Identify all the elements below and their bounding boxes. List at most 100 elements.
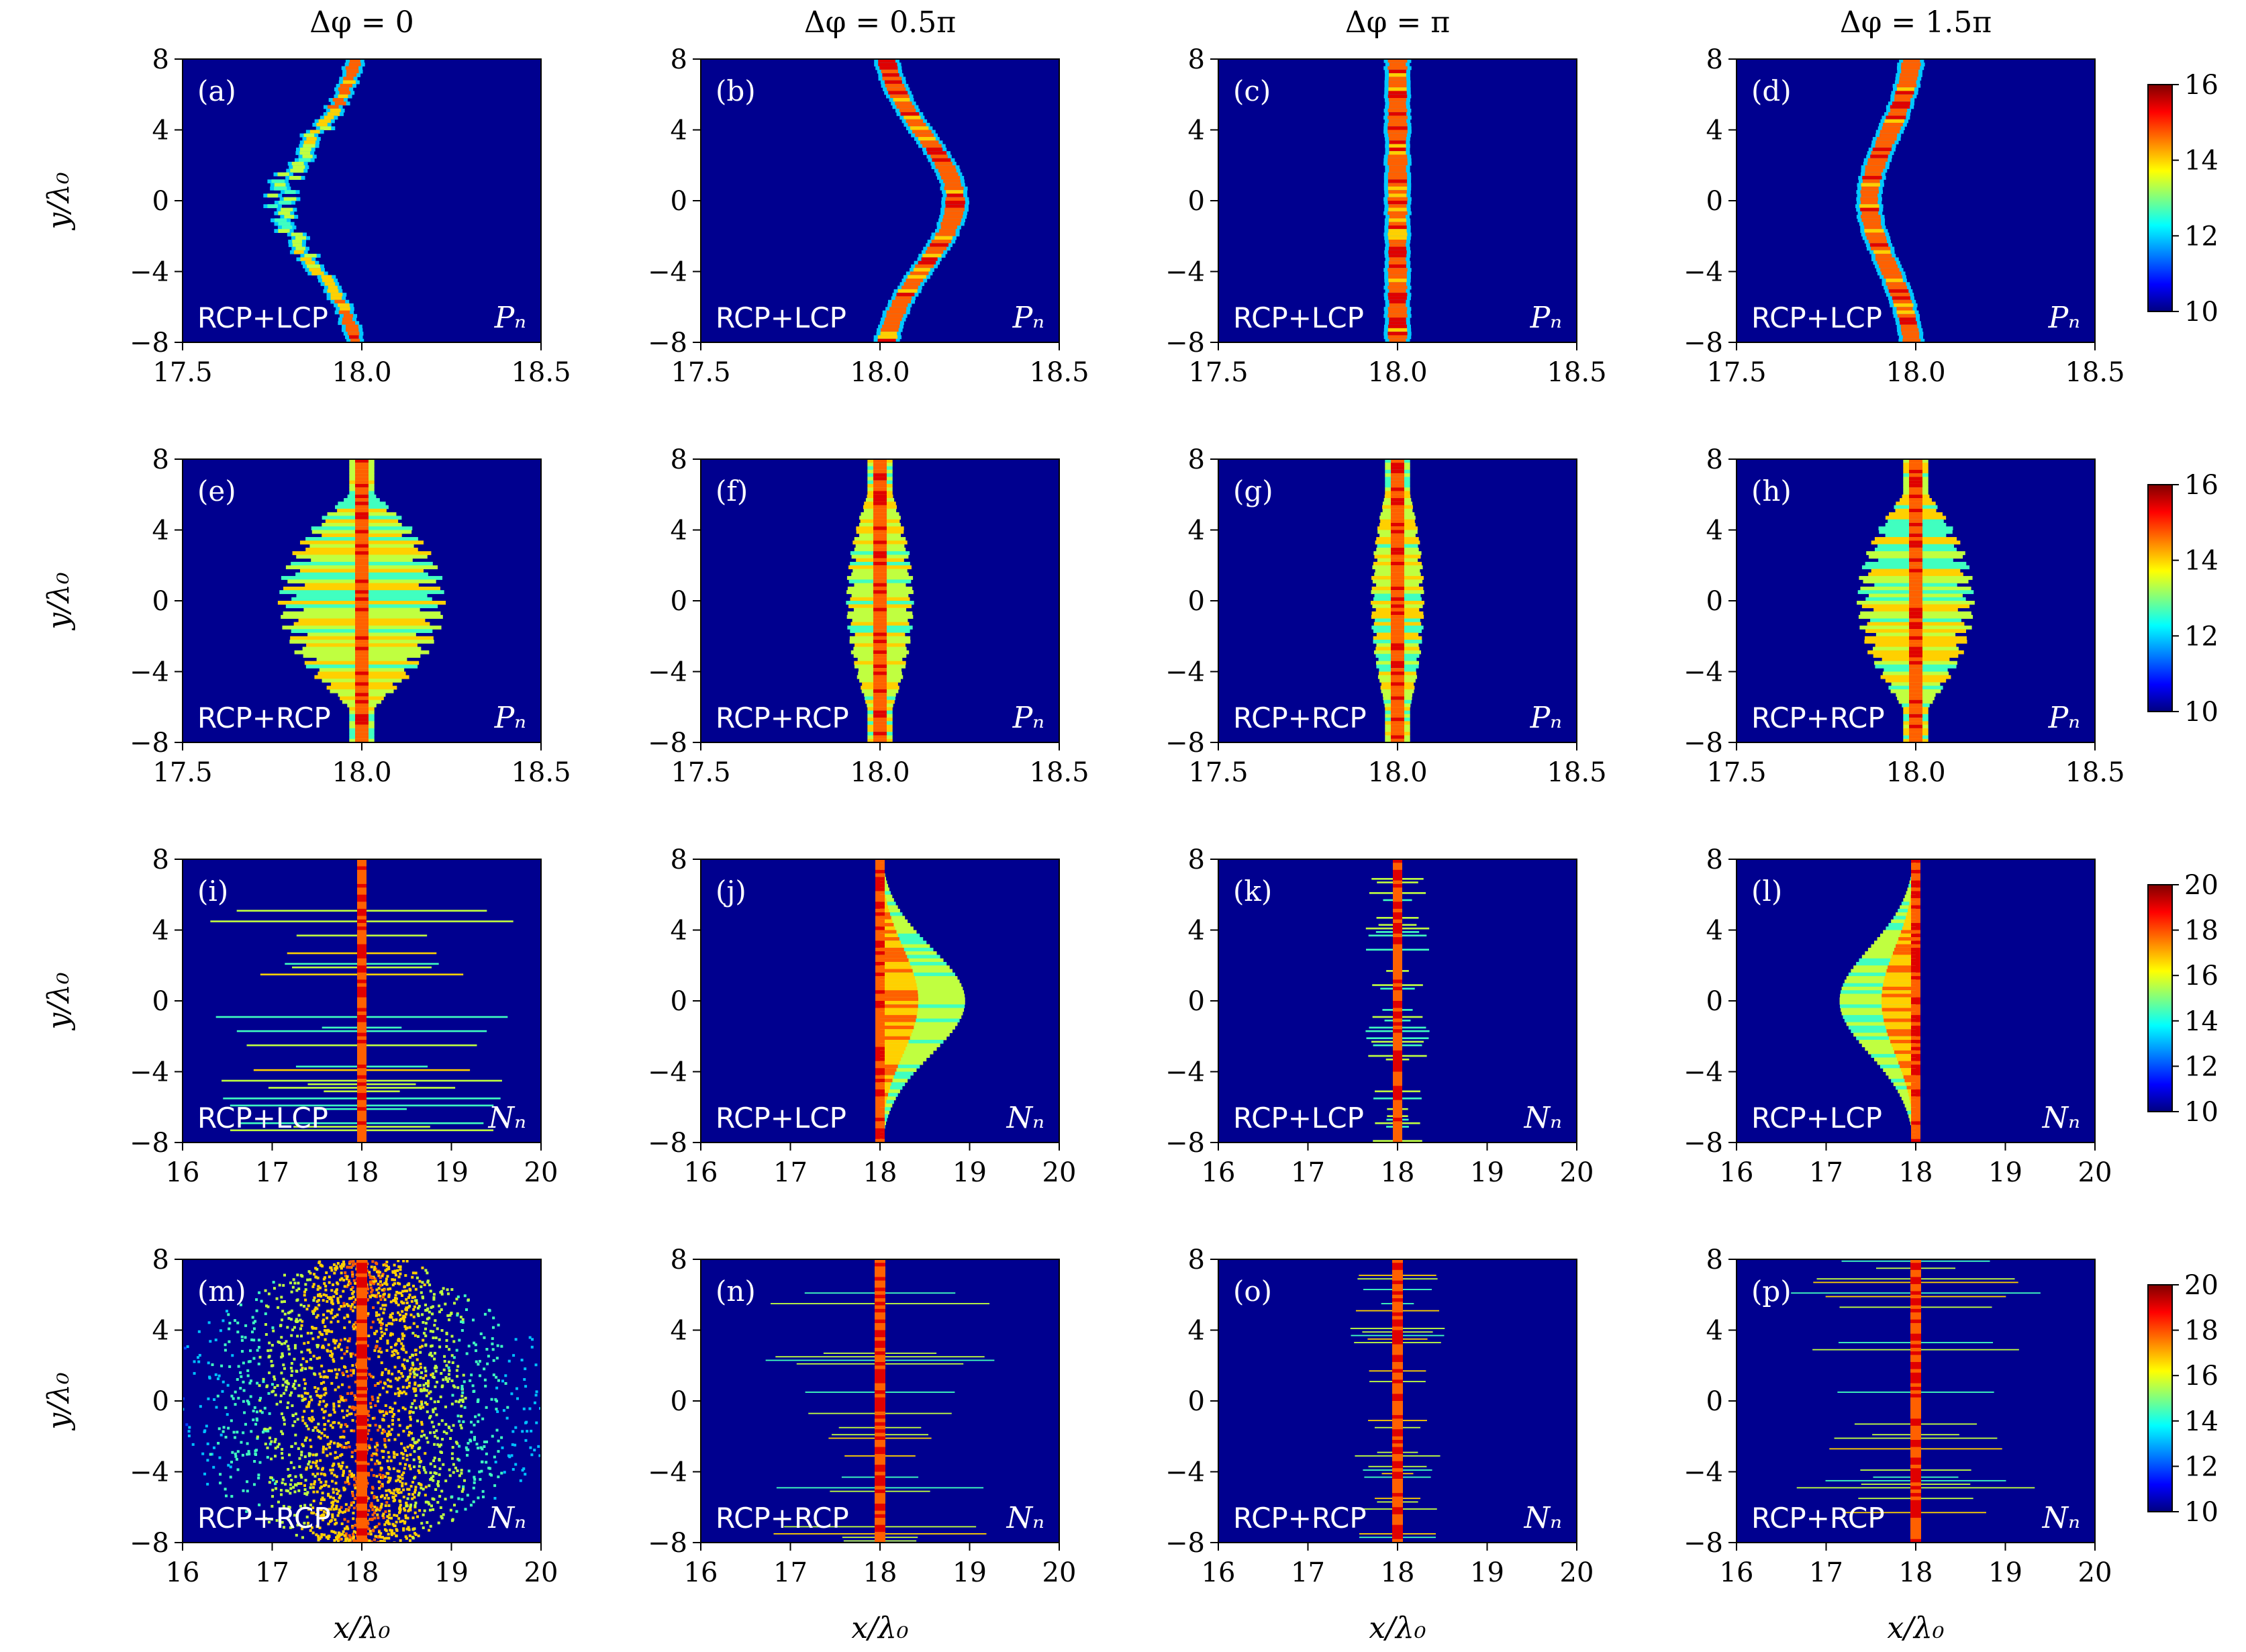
density-cell xyxy=(492,1316,495,1320)
density-cell xyxy=(420,1371,424,1374)
density-cell xyxy=(1393,1085,1402,1090)
density-cell xyxy=(222,1380,225,1383)
density-cell xyxy=(1886,926,1916,930)
density-cell xyxy=(397,1311,400,1314)
y-tick-label: 0 xyxy=(152,186,169,217)
density-cell xyxy=(309,1483,313,1486)
polarization-mode: RCP+RCP xyxy=(197,701,331,734)
density-cell xyxy=(377,1287,381,1290)
density-cell xyxy=(372,1452,375,1455)
density-cell xyxy=(896,293,915,297)
density-cell xyxy=(320,1498,324,1502)
density-cell xyxy=(450,1288,454,1292)
density-cell xyxy=(352,1301,356,1304)
density-cell xyxy=(1909,565,1922,570)
density-cell xyxy=(1391,689,1404,693)
density-cell xyxy=(323,1434,326,1437)
density-cell xyxy=(329,1468,332,1471)
density-cell xyxy=(400,1347,403,1351)
x-tick-label: 18.5 xyxy=(1029,757,1089,788)
density-cell xyxy=(880,1040,944,1044)
x-tick-label: 16 xyxy=(684,1157,718,1188)
density-cell xyxy=(454,1400,458,1403)
x-tick-label: 20 xyxy=(2078,1157,2112,1188)
density-cell xyxy=(309,1529,312,1533)
density-cell xyxy=(351,1285,354,1289)
density-cell xyxy=(880,1022,915,1026)
density-cell xyxy=(399,1479,402,1483)
density-cell xyxy=(175,1353,177,1356)
density-cell xyxy=(504,1374,507,1377)
density-cell xyxy=(344,1398,348,1402)
density-cell xyxy=(882,77,902,81)
density-cell xyxy=(873,661,887,665)
density-cell xyxy=(334,1518,337,1521)
density-cell xyxy=(875,1100,885,1104)
density-cell xyxy=(289,1310,292,1314)
density-cell xyxy=(880,1079,908,1083)
density-cell xyxy=(371,1528,375,1532)
density-cell xyxy=(371,1491,374,1494)
density-cell xyxy=(893,98,910,102)
density-cell xyxy=(283,1342,287,1345)
density-cell xyxy=(357,1082,367,1087)
density-cell xyxy=(297,1281,300,1285)
density-cell xyxy=(283,1392,286,1395)
density-cell xyxy=(1388,83,1407,88)
density-cell xyxy=(409,1508,412,1512)
y-tick-label: 0 xyxy=(1706,186,1723,217)
density-cell xyxy=(409,1539,412,1543)
density-cell xyxy=(410,1432,413,1435)
density-cell xyxy=(1911,891,1920,895)
density-cell xyxy=(213,1398,216,1401)
density-cell xyxy=(355,572,369,577)
density-cell xyxy=(880,979,916,984)
density-cell xyxy=(325,1294,328,1297)
density-cell xyxy=(1911,1096,1920,1101)
density-cell xyxy=(426,1384,430,1388)
density-cell xyxy=(391,1278,394,1281)
density-cell xyxy=(342,1436,346,1439)
density-cell xyxy=(346,1283,350,1287)
density-cell xyxy=(264,1332,268,1336)
density-cell xyxy=(432,1296,436,1300)
density-cell xyxy=(206,1459,209,1462)
density-cell xyxy=(503,1471,506,1474)
density-cell xyxy=(330,293,343,297)
density-cell xyxy=(413,1506,417,1509)
density-cell xyxy=(873,735,887,740)
density-cell xyxy=(880,961,910,966)
density-cell xyxy=(429,1330,432,1333)
density-cell xyxy=(485,1440,489,1443)
density-cell xyxy=(366,1496,369,1499)
density-cell xyxy=(1867,947,1916,952)
density-cell xyxy=(1885,972,1916,977)
density-cell xyxy=(1393,905,1402,910)
density-cell xyxy=(331,1513,334,1516)
density-cell xyxy=(1886,115,1906,120)
density-cell xyxy=(1882,993,1916,998)
density-cell xyxy=(880,955,908,959)
density-cell xyxy=(502,1409,505,1412)
density-cell xyxy=(397,1275,401,1279)
density-cell xyxy=(332,1295,336,1298)
density-cell xyxy=(334,1507,338,1510)
density-cell xyxy=(388,1490,391,1493)
density-cell xyxy=(356,1372,367,1377)
density-cell xyxy=(1890,293,1910,297)
density-cell xyxy=(293,1466,296,1469)
density-cell xyxy=(1891,1079,1916,1083)
density-cell xyxy=(1393,1050,1402,1055)
density-cell xyxy=(445,1377,448,1381)
density-cell xyxy=(1903,898,1916,902)
density-cell xyxy=(402,1496,405,1499)
density-cell xyxy=(357,997,367,1002)
density-cell xyxy=(350,1475,354,1478)
density-cell xyxy=(282,1504,285,1508)
density-cell xyxy=(265,1304,268,1308)
density-cell xyxy=(436,1482,440,1486)
density-cell xyxy=(367,1414,371,1417)
density-cell xyxy=(375,1294,379,1297)
density-cell xyxy=(1391,530,1404,534)
